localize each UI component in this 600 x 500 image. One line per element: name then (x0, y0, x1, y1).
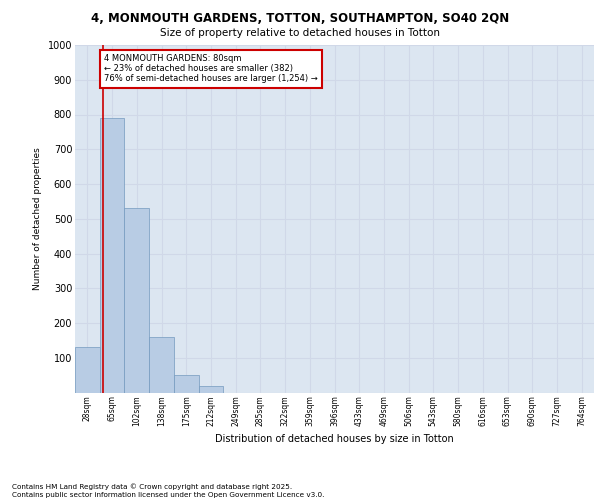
Text: 4, MONMOUTH GARDENS, TOTTON, SOUTHAMPTON, SO40 2QN: 4, MONMOUTH GARDENS, TOTTON, SOUTHAMPTON… (91, 12, 509, 26)
Bar (124, 208, 149, 392)
Text: 4 MONMOUTH GARDENS: 80sqm
← 23% of detached houses are smaller (382)
76% of semi: 4 MONMOUTH GARDENS: 80sqm ← 23% of detac… (104, 54, 318, 84)
Text: Contains HM Land Registry data © Crown copyright and database right 2025.
Contai: Contains HM Land Registry data © Crown c… (12, 484, 325, 498)
Bar (199, 386, 223, 392)
X-axis label: Distribution of detached houses by size in Totton: Distribution of detached houses by size … (215, 434, 454, 444)
Y-axis label: Number of detached properties: Number of detached properties (33, 148, 42, 290)
Bar (75, 348, 100, 393)
Bar (174, 375, 199, 392)
Text: Size of property relative to detached houses in Totton: Size of property relative to detached ho… (160, 28, 440, 38)
Bar (100, 118, 124, 392)
Bar (149, 337, 174, 392)
